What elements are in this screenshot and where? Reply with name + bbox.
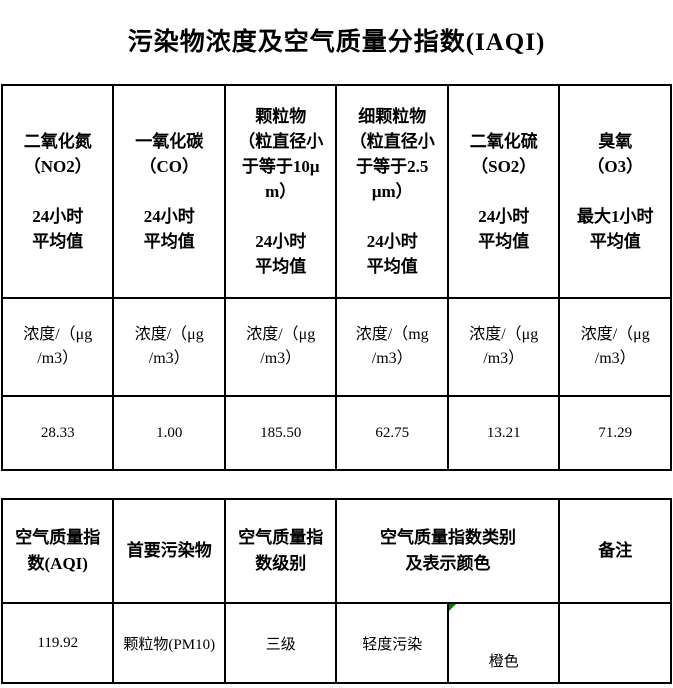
unit-cell-pm25: 浓度/（mg /m3） xyxy=(335,297,449,397)
color-value-cell: 橙色 xyxy=(446,602,561,684)
aqi-header: 空气质量指 数(AQI) xyxy=(0,498,115,604)
unit-cell-so2: 浓度/（μg /m3） xyxy=(446,297,561,397)
value-cell-pm10: 185.50 xyxy=(223,395,338,471)
value-cell-o3: 71.29 xyxy=(558,395,672,471)
aqi-table: 空气质量指 数(AQI) 首要污染物 空气质量指 数级别 空气质量指数类别 及表… xyxy=(0,498,672,684)
value-cell-no2: 28.33 xyxy=(0,395,115,471)
primary-pollutant-header: 首要污染物 xyxy=(112,498,226,604)
value-cell-so2: 13.21 xyxy=(446,395,561,471)
value-cell-co: 1.00 xyxy=(112,395,226,471)
pollutant-header-pm10: 颗粒物 （粒直径小 于等于10μ m） 24小时 平均值 xyxy=(223,84,338,299)
values-row: 28.33 1.00 185.50 62.75 13.21 71.29 xyxy=(0,395,672,471)
pollutant-header-co: 一氧化碳 （CO） 24小时 平均值 xyxy=(112,84,226,299)
pollutant-header-o3: 臭氧 （O3） 最大1小时 平均值 xyxy=(558,84,672,299)
remark-header: 备注 xyxy=(558,498,672,604)
aqi-value-cell: 119.92 xyxy=(0,602,115,684)
unit-cell-pm10: 浓度/（μg /m3） xyxy=(223,297,338,397)
level-value-cell: 三级 xyxy=(223,602,338,684)
level-header: 空气质量指 数级别 xyxy=(223,498,338,604)
aqi-header-row: 空气质量指 数(AQI) 首要污染物 空气质量指 数级别 空气质量指数类别 及表… xyxy=(0,498,672,604)
pollutant-header-so2: 二氧化硫 （SO2） 24小时 平均值 xyxy=(446,84,561,299)
aqi-values-row: 119.92 颗粒物(PM10) 三级 轻度污染 橙色 xyxy=(0,602,672,684)
primary-pollutant-value-cell: 颗粒物(PM10) xyxy=(112,602,226,684)
value-cell-pm25: 62.75 xyxy=(335,395,449,471)
unit-cell-co: 浓度/（μg /m3） xyxy=(112,297,226,397)
units-row: 浓度/（μg /m3） 浓度/（μg /m3） 浓度/（μg /m3） 浓度/（… xyxy=(0,297,672,397)
green-corner-indicator-icon xyxy=(449,605,456,611)
report-title: 污染物浓度及空气质量分指数(IAQI) xyxy=(127,29,546,56)
pollutant-header-pm25: 细颗粒物 （粒直径小 于等于2.5 μm） 24小时 平均值 xyxy=(335,84,449,299)
pollutant-header-row: 二氧化氮 （NO2） 24小时 平均值 一氧化碳 （CO） 24小时 平均值 颗… xyxy=(0,84,672,299)
pollutant-table: 二氧化氮 （NO2） 24小时 平均值 一氧化碳 （CO） 24小时 平均值 颗… xyxy=(0,84,672,471)
category-value-cell: 轻度污染 xyxy=(335,602,449,684)
remark-value-cell xyxy=(558,602,672,684)
unit-cell-no2: 浓度/（μg /m3） xyxy=(0,297,115,397)
color-value-label: 橙色 xyxy=(488,653,519,670)
unit-cell-o3: 浓度/（μg /m3） xyxy=(558,297,672,397)
pollutant-header-no2: 二氧化氮 （NO2） 24小时 平均值 xyxy=(0,84,115,299)
category-color-header: 空气质量指数类别 及表示颜色 xyxy=(335,498,561,604)
